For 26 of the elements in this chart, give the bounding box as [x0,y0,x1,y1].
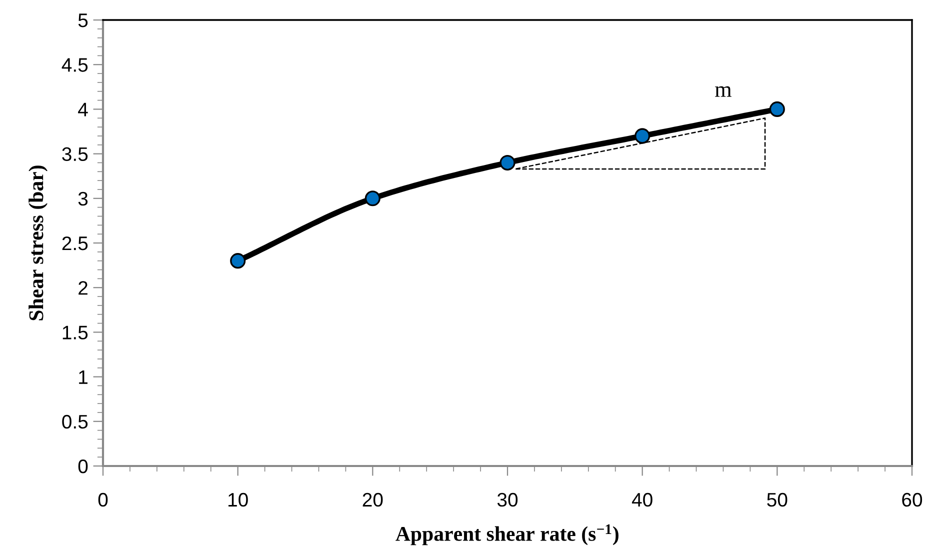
y-tick-label: 0.5 [62,414,88,429]
y-tick-label: 1.5 [62,326,88,340]
y-tick-label: 2 [78,281,88,295]
y-axis-title: Shear stress (bar) [28,166,48,320]
x-tick-label: 50 [767,492,788,507]
y-tick-label: 4 [78,102,88,116]
x-tick-label: 30 [497,492,518,507]
x-axis-title: Apparent shear rate (s$^{−1}$) [396,524,618,546]
x-tick-label: 20 [362,492,383,507]
y-tick-label: 3 [78,192,88,206]
point [230,253,246,269]
x-tick-label: 0 [98,492,108,507]
y-tick-label: 5 [78,14,88,28]
y-tick-label: 1 [79,370,88,384]
annotation: m [715,86,732,97]
point [634,128,650,144]
y-tick-label: 2.5 [62,236,88,250]
point [500,154,516,170]
y-tick-label: 0 [78,459,88,474]
y-tick-label: 4.5 [62,58,88,72]
point [364,190,380,206]
x-tick-label: 40 [632,492,652,507]
x-tick-label: 60 [902,492,922,507]
point [769,101,785,117]
y-tick-label: 3.5 [62,147,88,162]
x-tick-label: 10 [228,492,248,507]
